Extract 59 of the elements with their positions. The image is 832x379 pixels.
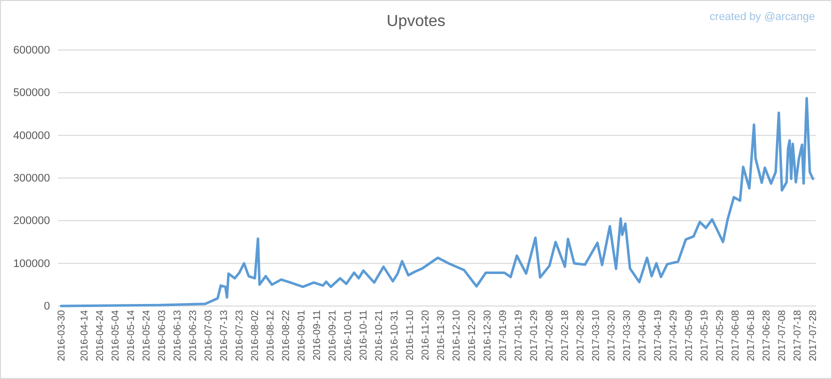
x-tick-label: 2016-09-01	[296, 310, 308, 362]
x-tick-label: 2016-05-04	[110, 310, 122, 362]
y-tick-label: 500000	[13, 87, 50, 100]
x-tick-label: 2016-08-02	[250, 310, 262, 362]
x-tick-label: 2017-05-19	[700, 310, 711, 362]
x-tick-label: 2017-06-28	[762, 310, 773, 362]
x-tick-label: 2016-05-14	[126, 310, 138, 362]
x-tick-label: 2017-05-09	[684, 310, 696, 362]
x-tick-label: 2016-08-12	[266, 310, 277, 362]
x-tick-label: 2016-07-13	[219, 310, 230, 362]
x-tick-label: 2016-11-20	[420, 310, 432, 360]
chart-title: Upvotes	[386, 13, 446, 30]
x-tick-label: 2016-06-23	[188, 310, 200, 362]
y-tick-label: 100000	[13, 258, 50, 270]
x-tick-label: 2016-07-23	[234, 310, 246, 362]
x-tick-label: 2017-03-10	[591, 310, 602, 362]
x-tick-label: 2016-10-31	[390, 310, 401, 362]
y-tick-label: 0	[44, 300, 50, 313]
x-tick-label: 2017-01-29	[529, 310, 540, 362]
x-tick-label: 2017-03-30	[622, 310, 634, 362]
x-tick-label: 2016-10-01	[343, 310, 354, 362]
x-tick-label: 2016-12-20	[467, 310, 478, 362]
line-series	[60, 96, 814, 308]
x-tick-label: 2017-03-20	[606, 310, 618, 362]
x-tick-label: 2017-02-28	[576, 310, 587, 362]
y-tick-label: 200000	[13, 215, 50, 228]
x-tick-label: 2016-12-10	[452, 310, 463, 362]
y-tick-label: 600000	[13, 44, 50, 57]
x-tick-label: 2016-08-22	[281, 310, 292, 362]
x-tick-label: 2017-01-09	[498, 310, 510, 362]
x-tick-label: 2017-06-18	[746, 310, 758, 362]
x-tick-label: 2017-04-09	[638, 310, 649, 362]
y-tick-label: 400000	[13, 130, 50, 142]
y-tick-label: 300000	[13, 172, 50, 185]
x-tick-label: 2017-04-29	[668, 310, 680, 362]
x-tick-label: 2017-07-18	[792, 310, 804, 362]
x-tick-label: 2016-10-11	[358, 310, 370, 360]
x-tick-label: 2017-05-29	[715, 310, 726, 362]
x-tick-label: 2016-04-14	[80, 310, 91, 362]
text: created by @arcange	[710, 11, 815, 23]
x-tick-label: 2017-04-19	[653, 310, 664, 362]
x-tick-label: 2016-12-30	[482, 310, 494, 362]
x-tick-label: 2017-02-08	[544, 310, 556, 362]
x-tick-label: 2016-10-21	[374, 310, 386, 362]
x-tick-label: 2016-06-13	[172, 310, 184, 362]
x-tick-label: 2016-09-21	[328, 310, 339, 362]
x-tick-label: 2016-05-24	[142, 310, 153, 362]
x-tick-label: 2017-07-28	[808, 310, 820, 362]
x-tick-label: 2017-07-08	[777, 310, 788, 362]
x-tick-label: 2016-09-11	[312, 310, 324, 360]
x-tick-label: 2017-02-18	[560, 310, 572, 362]
x-tick-label: 2017-06-08	[730, 310, 742, 362]
x-tick-label: 2017-01-19	[514, 310, 525, 362]
x-tick-label: 2016-07-03	[204, 310, 215, 362]
x-tick-label: 2016-03-30	[56, 310, 68, 362]
x-tick-label: 2016-04-24	[95, 310, 106, 362]
x-tick-label: 2016-11-30	[436, 310, 448, 360]
x-tick-label: 2016-11-10	[405, 310, 416, 360]
x-tick-label: 2016-06-03	[157, 310, 168, 362]
